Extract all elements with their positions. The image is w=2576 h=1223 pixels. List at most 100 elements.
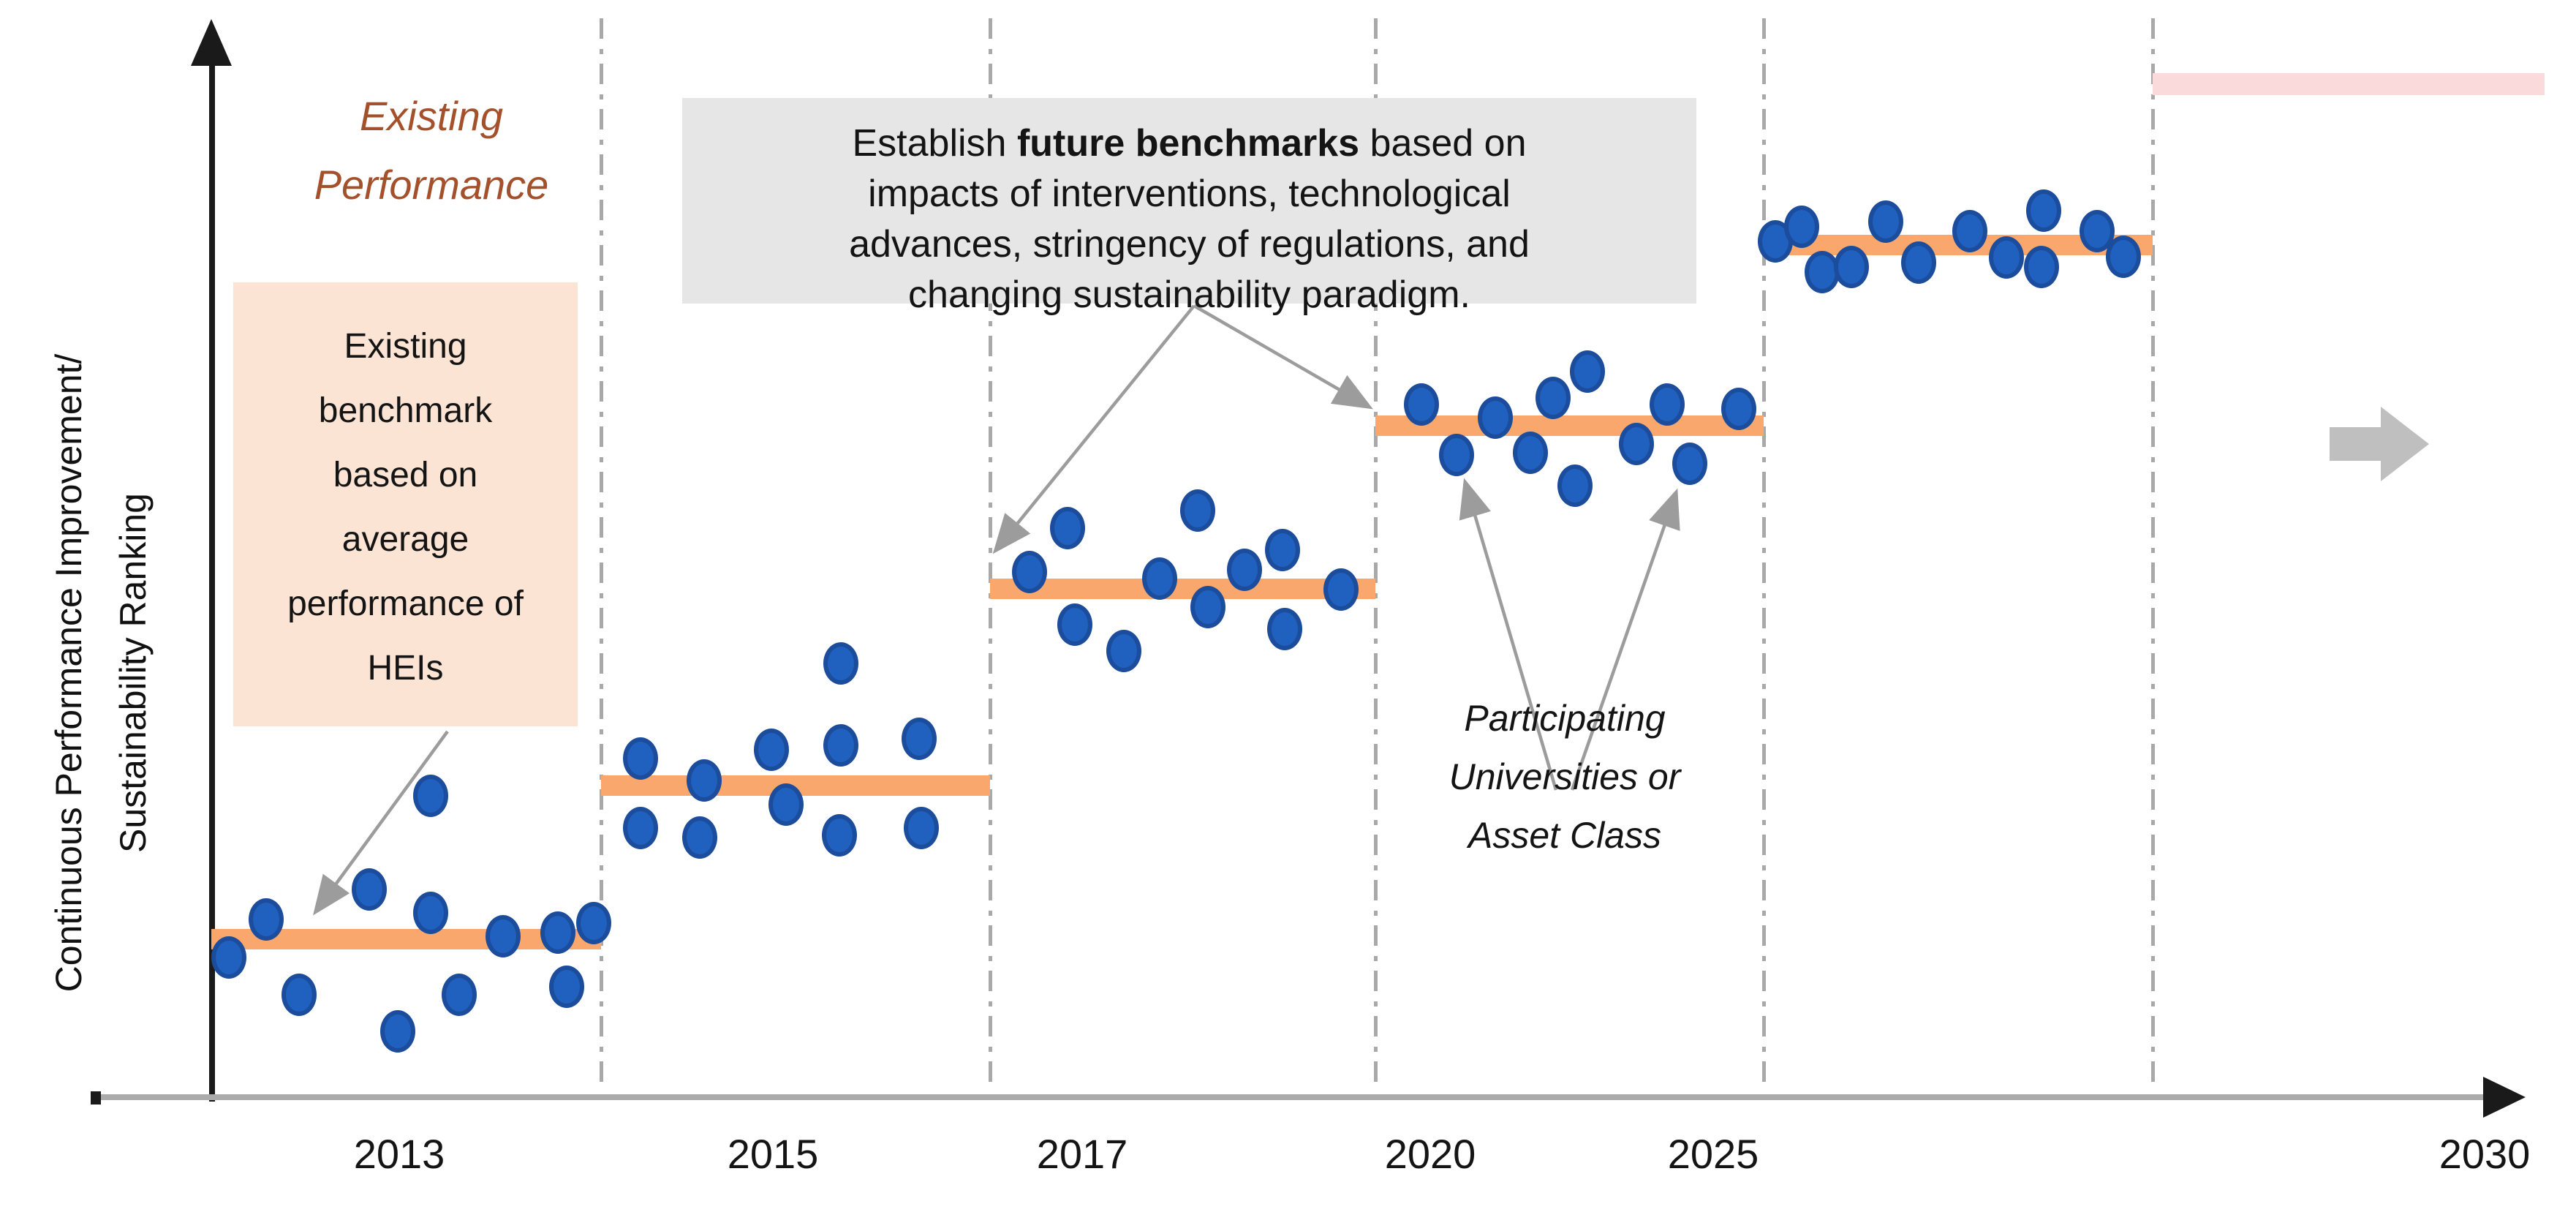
data-dot-2015 — [823, 724, 858, 767]
data-dot-2013 — [486, 915, 521, 957]
participating-label: Participating Universities or Asset Clas… — [1382, 689, 1748, 865]
data-dot-2013 — [576, 902, 611, 944]
data-dot-2015 — [623, 807, 658, 849]
y-axis — [209, 44, 215, 1102]
data-dot-2025 — [2080, 210, 2115, 252]
benchmark-line-2020 — [1375, 415, 1764, 436]
data-dot-2017 — [1265, 529, 1300, 571]
gray-note-to-2017-benchmark-arrow — [992, 304, 1196, 554]
data-dot-2025 — [2106, 236, 2141, 278]
note-line: changing sustainability paradigm. — [908, 274, 1470, 316]
bold-phrase: future benchmarks — [1016, 122, 1360, 165]
data-dot-2020 — [1536, 377, 1571, 419]
data-dot-2020 — [1478, 396, 1513, 439]
data-dot-2020 — [1721, 388, 1756, 430]
note-line: Establish future benchmarks based on — [852, 122, 1527, 165]
y-axis-label-line2: Sustainability Ranking — [113, 493, 154, 853]
data-dot-2013 — [352, 868, 387, 911]
participating-line: Asset Class — [1468, 815, 1661, 856]
data-dot-2013 — [282, 974, 317, 1016]
data-dot-2017 — [1050, 507, 1085, 549]
note-line: average — [341, 520, 469, 559]
data-dot-2020 — [1513, 432, 1548, 474]
participating-line: Universities or — [1448, 756, 1681, 797]
future-benchmark-note-box: Establish future benchmarks based on imp… — [682, 98, 1696, 316]
data-dot-2020 — [1404, 383, 1439, 426]
forward-arrow-icon — [2330, 407, 2429, 481]
data-dot-2025 — [1868, 200, 1903, 243]
data-dot-2013 — [413, 775, 448, 817]
note-line: Existing — [344, 327, 467, 366]
existing-performance-label: Existing Performance — [249, 82, 614, 219]
data-dot-2015 — [687, 759, 722, 802]
y-axis-label-line1: Continuous Performance Improvement/ — [48, 353, 89, 993]
data-dot-2017 — [1142, 557, 1177, 600]
data-dot-2017 — [1012, 551, 1047, 593]
data-dot-2025 — [2024, 246, 2059, 288]
existing-benchmark-note-box: Existing benchmark based on average perf… — [233, 282, 578, 726]
data-dot-2013 — [540, 911, 575, 954]
data-dot-2017 — [1106, 630, 1141, 672]
x-axis-left-cap — [91, 1091, 101, 1105]
data-dot-2013 — [249, 898, 284, 941]
data-dot-2020 — [1650, 383, 1685, 426]
data-dot-2025 — [1758, 220, 1793, 263]
data-dot-2017 — [1190, 586, 1225, 628]
x-axis — [91, 1094, 2493, 1100]
x-axis-year-label: 2013 — [353, 1131, 445, 1177]
period-divider — [1374, 18, 1378, 1090]
data-dot-2015 — [682, 816, 717, 859]
note-line: based on — [333, 456, 478, 494]
x-axis-year-label: 2015 — [727, 1131, 819, 1177]
data-dot-2017 — [1227, 549, 1262, 591]
data-dot-2015 — [822, 814, 857, 857]
data-dot-2025 — [1952, 210, 1987, 252]
data-dot-2015 — [823, 642, 858, 685]
data-dot-2020 — [1619, 423, 1654, 465]
data-dot-2025 — [1901, 241, 1936, 284]
x-axis-year-label: 2020 — [1384, 1131, 1476, 1177]
data-dot-2025 — [1834, 246, 1869, 288]
data-dot-2015 — [623, 737, 658, 780]
data-dot-2013 — [211, 936, 246, 979]
future-benchmark-bar-2030 — [2153, 73, 2545, 95]
data-dot-2020 — [1439, 434, 1474, 476]
gray-note-to-2020-benchmark-arrow — [1193, 304, 1373, 410]
participating-line: Participating — [1464, 698, 1666, 739]
existing-performance-line1: Existing — [359, 93, 504, 139]
data-dot-2020 — [1672, 443, 1707, 485]
period-divider — [1762, 18, 1766, 1090]
data-dot-2015 — [902, 718, 937, 760]
data-dot-2025 — [2026, 189, 2061, 232]
data-dot-2017 — [1323, 568, 1359, 611]
note-line: HEIs — [367, 649, 444, 688]
y-axis-label: Continuous Performance Improvement/ Sust… — [37, 230, 183, 1115]
data-dot-2020 — [1570, 350, 1605, 393]
note-line: impacts of interventions, technological — [868, 173, 1511, 215]
period-divider — [2151, 18, 2155, 1090]
period-divider — [600, 18, 603, 1090]
data-dot-2017 — [1267, 608, 1302, 650]
data-dot-2015 — [904, 807, 939, 849]
data-dot-2013 — [380, 1010, 415, 1053]
data-dot-2025 — [1989, 236, 2024, 279]
data-dot-2017 — [1057, 603, 1092, 646]
note-line: advances, stringency of regulations, and — [849, 223, 1530, 266]
data-dot-2015 — [768, 783, 804, 826]
note-line: benchmark — [318, 391, 493, 430]
existing-performance-line2: Performance — [314, 162, 549, 208]
period-divider — [989, 18, 992, 1090]
data-dot-2013 — [413, 892, 448, 934]
data-dot-2015 — [754, 729, 789, 771]
x-axis-year-label: 2017 — [1036, 1131, 1128, 1177]
benchmark-line-2017 — [990, 579, 1375, 599]
x-axis-year-label: 2025 — [1667, 1131, 1759, 1177]
data-dot-2017 — [1180, 489, 1215, 532]
data-dot-2013 — [442, 974, 477, 1016]
data-dot-2013 — [549, 966, 584, 1008]
data-dot-2025 — [1784, 206, 1819, 248]
data-dot-2020 — [1557, 464, 1593, 507]
x-axis-year-label: 2030 — [2439, 1131, 2531, 1177]
note-line: performance of — [287, 584, 524, 623]
